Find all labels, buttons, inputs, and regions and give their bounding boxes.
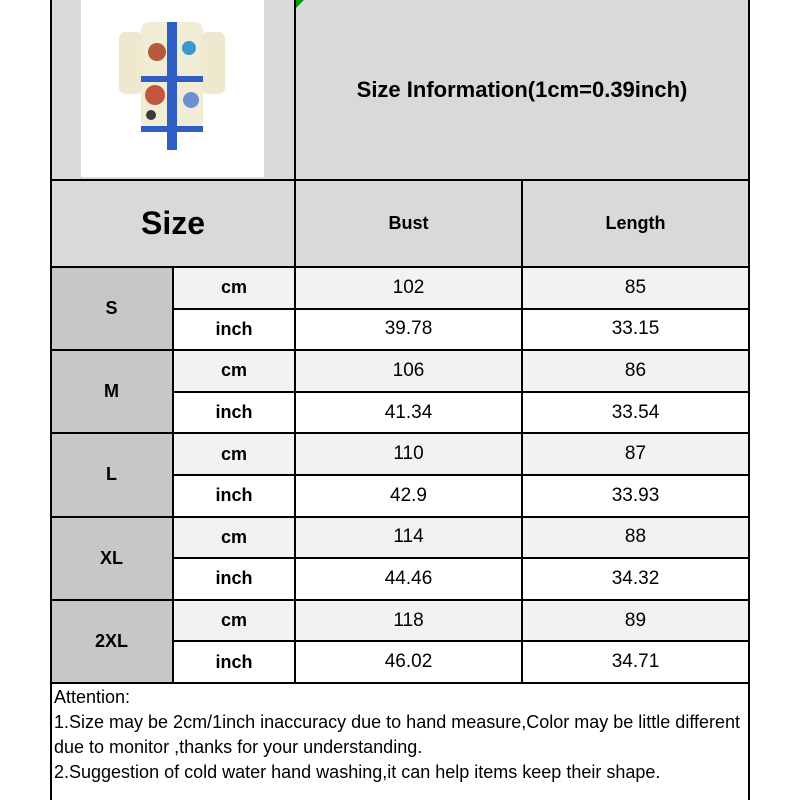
unit-cell: cm bbox=[173, 350, 295, 392]
bust-value: 106 bbox=[295, 350, 522, 392]
unit-cell-text: cm bbox=[220, 277, 247, 298]
unit-cell-text: inch bbox=[215, 318, 253, 339]
unit-cell: cm bbox=[173, 599, 295, 642]
length-value: 85 bbox=[522, 267, 749, 309]
length-value-text: 85 bbox=[624, 276, 647, 298]
bust-value-text: 102 bbox=[392, 276, 425, 298]
unit-cell-text: inch bbox=[215, 568, 253, 589]
bust-value: 118 bbox=[295, 599, 522, 642]
size-cell: XL bbox=[51, 516, 172, 600]
header-length: Length bbox=[522, 180, 749, 267]
bust-value: 41.34 bbox=[295, 392, 522, 434]
length-value-text: 34.32 bbox=[611, 567, 660, 589]
title-cell: Size Information(1cm=0.39inch) bbox=[295, 0, 749, 180]
bust-value: 39.78 bbox=[295, 309, 522, 351]
image-cell bbox=[51, 0, 295, 180]
attention-note: Attention: 1.Size may be 2cm/1inch inacc… bbox=[54, 685, 748, 785]
unit-cell-text: inch bbox=[215, 485, 253, 506]
bust-value: 110 bbox=[295, 433, 522, 475]
header-size: Size bbox=[51, 180, 295, 267]
size-cell-text: 2XL bbox=[94, 630, 128, 651]
bust-value-text: 39.78 bbox=[384, 318, 433, 340]
bust-value-text: 114 bbox=[393, 526, 424, 548]
length-value: 87 bbox=[522, 433, 749, 475]
size-cell-text: M bbox=[104, 381, 119, 402]
size-cell: L bbox=[51, 433, 172, 517]
page-title: Size Information(1cm=0.39inch) bbox=[356, 77, 688, 102]
bust-value-text: 41.34 bbox=[384, 401, 433, 423]
bust-value-text: 46.02 bbox=[384, 651, 433, 673]
bust-value-text: 118 bbox=[393, 609, 424, 631]
length-value: 33.93 bbox=[522, 475, 749, 517]
unit-cell: cm bbox=[173, 433, 295, 475]
length-value: 33.54 bbox=[522, 392, 749, 434]
unit-cell-text: cm bbox=[220, 443, 247, 464]
length-value-text: 33.15 bbox=[611, 318, 660, 340]
unit-cell: cm bbox=[173, 267, 295, 309]
size-cell-text: S bbox=[105, 298, 118, 319]
unit-cell-text: cm bbox=[220, 610, 247, 631]
bust-value-text: 110 bbox=[393, 443, 424, 465]
bust-value: 46.02 bbox=[295, 641, 522, 683]
unit-cell: cm bbox=[173, 516, 295, 559]
length-value-text: 87 bbox=[624, 443, 647, 465]
size-cell-text: L bbox=[106, 464, 117, 485]
unit-cell-text: inch bbox=[215, 651, 253, 672]
length-value: 89 bbox=[522, 599, 749, 642]
length-value: 34.32 bbox=[522, 558, 749, 600]
bust-value: 114 bbox=[295, 516, 522, 559]
unit-cell: inch bbox=[173, 641, 295, 683]
size-cell: 2XL bbox=[51, 599, 172, 683]
unit-cell: inch bbox=[173, 558, 295, 600]
unit-cell: inch bbox=[173, 309, 295, 351]
length-value-text: 33.93 bbox=[611, 484, 660, 506]
header-bust-label: Bust bbox=[388, 213, 429, 233]
unit-cell: inch bbox=[173, 475, 295, 517]
length-value-text: 88 bbox=[624, 526, 647, 548]
product-image bbox=[81, 0, 264, 177]
length-value-text: 33.54 bbox=[611, 401, 660, 423]
bust-value: 42.9 bbox=[295, 475, 522, 517]
unit-cell-text: inch bbox=[215, 402, 253, 423]
bust-value-text: 42.9 bbox=[390, 484, 427, 506]
length-value: 34.71 bbox=[522, 641, 749, 683]
bust-value: 44.46 bbox=[295, 558, 522, 600]
size-cell-text: XL bbox=[99, 547, 123, 568]
length-value-text: 34.71 bbox=[611, 651, 660, 673]
size-cell: M bbox=[51, 350, 172, 434]
bust-value-text: 44.46 bbox=[384, 567, 433, 589]
length-value: 86 bbox=[522, 350, 749, 392]
header-size-label: Size bbox=[140, 205, 206, 241]
length-value-text: 86 bbox=[624, 359, 647, 381]
size-cell: S bbox=[51, 267, 172, 351]
bust-value: 102 bbox=[295, 267, 522, 309]
length-value-text: 89 bbox=[624, 609, 647, 631]
header-length-label: Length bbox=[605, 213, 666, 233]
attention-line-2: 2.Suggestion of cold water hand washing,… bbox=[54, 762, 661, 782]
length-value: 88 bbox=[522, 516, 749, 559]
unit-cell: inch bbox=[173, 392, 295, 434]
header-bust: Bust bbox=[295, 180, 522, 267]
bust-value-text: 106 bbox=[392, 359, 425, 381]
length-value: 33.15 bbox=[522, 309, 749, 351]
cell-marker-icon bbox=[296, 0, 304, 8]
attention-line-1: 1.Size may be 2cm/1inch inaccuracy due t… bbox=[54, 712, 741, 757]
attention-heading: Attention: bbox=[54, 687, 131, 707]
unit-cell-text: cm bbox=[220, 526, 247, 547]
unit-cell-text: cm bbox=[220, 360, 247, 381]
